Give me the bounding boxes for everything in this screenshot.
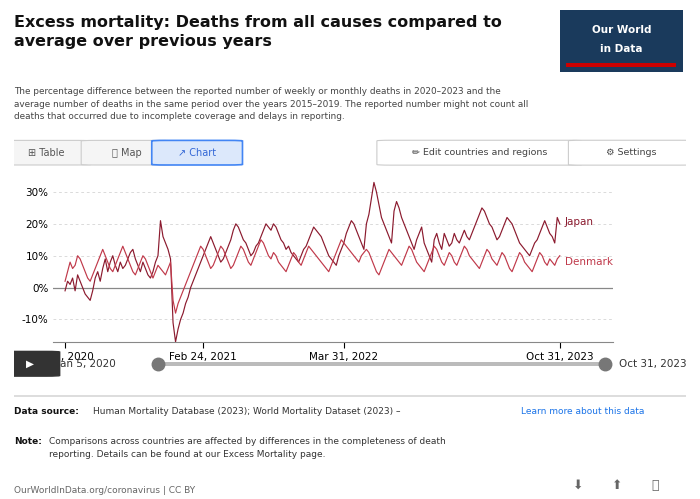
Text: ⦾ Map: ⦾ Map (112, 148, 142, 158)
Text: in Data: in Data (600, 43, 643, 54)
Text: ⚙ Settings: ⚙ Settings (606, 148, 656, 157)
Bar (566, 63, 676, 67)
FancyBboxPatch shape (1, 140, 91, 165)
Text: Learn more about this data: Learn more about this data (522, 407, 645, 416)
Text: Human Mortality Database (2023); World Mortality Dataset (2023) –: Human Mortality Database (2023); World M… (93, 407, 404, 416)
Text: Comparisons across countries are affected by differences in the completeness of : Comparisons across countries are affecte… (49, 437, 446, 459)
FancyBboxPatch shape (81, 140, 172, 165)
Text: ▶: ▶ (26, 359, 34, 369)
Text: Excess mortality: Deaths from all causes compared to
average over previous years: Excess mortality: Deaths from all causes… (14, 15, 502, 48)
Text: ↗ Chart: ↗ Chart (178, 148, 216, 158)
Text: ⬆: ⬆ (612, 479, 622, 492)
Text: ⛶: ⛶ (651, 479, 659, 492)
Text: ✏ Edit countries and regions: ✏ Edit countries and regions (412, 148, 547, 157)
Bar (158, 362, 606, 366)
FancyBboxPatch shape (377, 140, 582, 165)
Text: Oct 31, 2023: Oct 31, 2023 (619, 359, 687, 369)
Text: Denmark: Denmark (565, 257, 612, 267)
Text: ⬇: ⬇ (573, 479, 584, 492)
Text: The percentage difference between the reported number of weekly or monthly death: The percentage difference between the re… (14, 87, 528, 121)
Text: Jan 5, 2020: Jan 5, 2020 (57, 359, 116, 369)
Bar (14, 395, 686, 397)
Text: ⊞ Table: ⊞ Table (28, 148, 64, 158)
Text: OurWorldInData.org/coronavirus | CC BY: OurWorldInData.org/coronavirus | CC BY (14, 486, 195, 495)
Text: Note:: Note: (14, 437, 42, 446)
Text: Japan: Japan (565, 217, 594, 227)
FancyBboxPatch shape (152, 140, 242, 165)
FancyBboxPatch shape (568, 140, 693, 165)
Text: Our World: Our World (592, 25, 651, 35)
FancyBboxPatch shape (1, 351, 60, 376)
Text: Data source:: Data source: (14, 407, 79, 416)
